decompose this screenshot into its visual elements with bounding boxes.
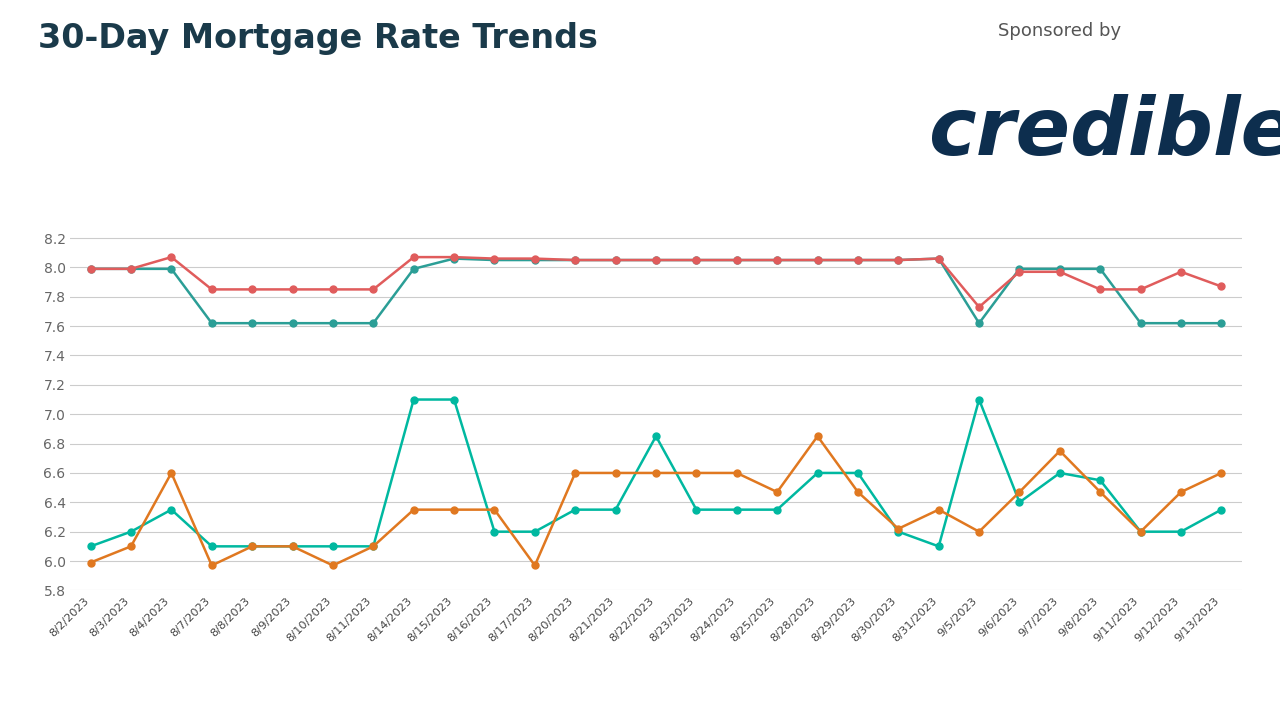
Text: 30-Day Mortgage Rate Trends: 30-Day Mortgage Rate Trends [38,22,598,55]
Text: credible: credible [928,94,1280,171]
Text: Sponsored by: Sponsored by [998,22,1121,40]
